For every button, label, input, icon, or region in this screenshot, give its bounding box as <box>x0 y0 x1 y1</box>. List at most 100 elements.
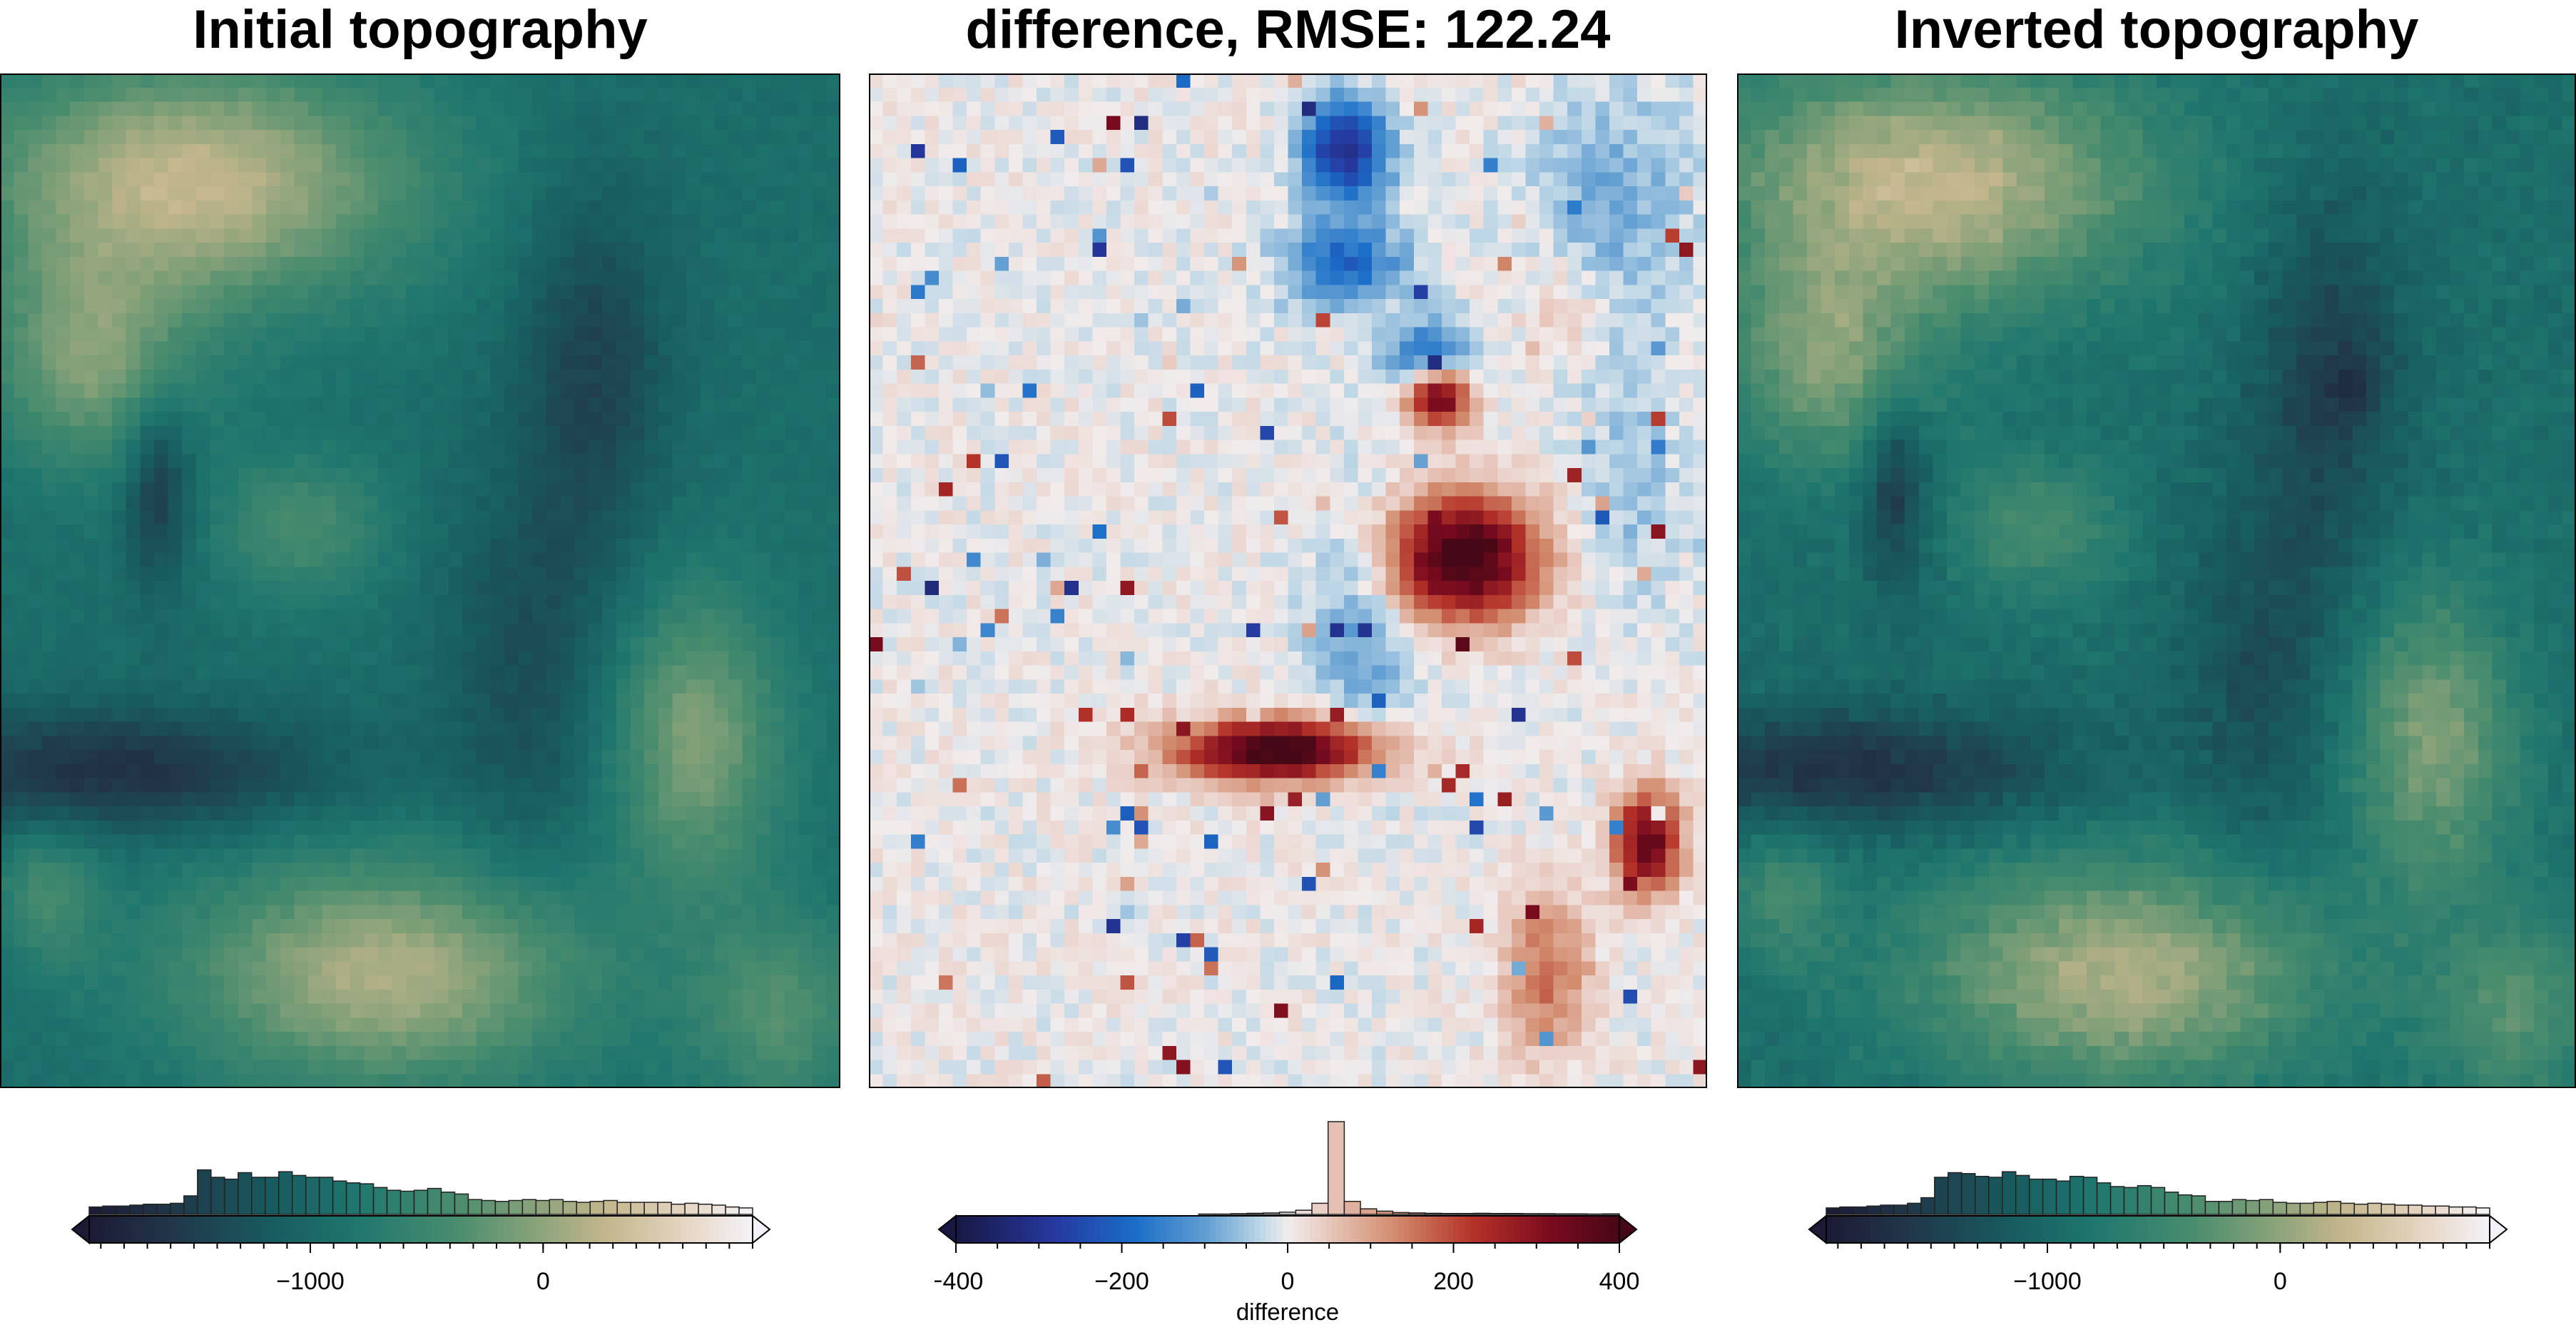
colorbar-difference-gradient-segment <box>1332 1216 1338 1243</box>
difference-heatmap <box>869 73 1707 1088</box>
colorbar-inverted-histogram-bar <box>1866 1205 1881 1215</box>
colorbar-difference-tick-label: 200 <box>1433 1268 1474 1295</box>
colorbar-initial-gradient-segment <box>448 1216 455 1243</box>
colorbar-inverted-gradient-segment <box>1831 1216 1838 1243</box>
colorbar-initial-gradient-segment <box>188 1216 195 1243</box>
colorbar-initial-gradient-segment <box>514 1216 521 1243</box>
colorbar-initial-histogram-bar <box>386 1189 402 1215</box>
colorbar-inverted-gradient-segment <box>2340 1216 2347 1243</box>
colorbar-initial-gradient-segment <box>355 1216 361 1243</box>
colorbar-initial-gradient-segment <box>156 1216 162 1243</box>
colorbar-initial-histogram-bar <box>102 1205 117 1215</box>
colorbar-initial-histogram-bar <box>467 1199 483 1215</box>
colorbar-inverted-histogram-bar <box>2313 1202 2328 1215</box>
colorbar-inverted-svg: −1000 0 <box>1808 1171 2508 1295</box>
colorbar-inverted-gradient-segment <box>2390 1216 2396 1243</box>
colorbar-difference-gradient-segment <box>1337 1216 1344 1243</box>
colorbar-difference-low-triangle <box>937 1214 957 1245</box>
colorbar-inverted-histogram-bar <box>1988 1177 2003 1215</box>
colorbar-difference-gradient-segment <box>1536 1216 1543 1243</box>
colorbar-difference-gradient-segment <box>961 1216 968 1243</box>
colorbar-difference-gradient-segment <box>1049 1216 1057 1243</box>
colorbar-initial-gradient-segment <box>730 1216 737 1243</box>
colorbar-difference-gradient-segment <box>1094 1216 1101 1243</box>
colorbar-initial-histogram-bar <box>251 1177 266 1215</box>
colorbar-difference-gradient-segment <box>1465 1216 1471 1243</box>
colorbar-initial-gradient-segment <box>725 1216 731 1243</box>
colorbar-initial-gradient-segment <box>526 1216 532 1243</box>
colorbar-inverted-histogram-bar <box>2015 1174 2030 1215</box>
colorbar-initial-gradient-segment <box>470 1216 477 1243</box>
colorbar-initial-histogram-bar <box>197 1169 212 1215</box>
colorbar-initial-histogram-bar <box>278 1171 293 1215</box>
colorbar-initial-histogram-bar <box>238 1172 253 1215</box>
colorbar-difference-gradient-segment <box>1348 1216 1355 1243</box>
colorbar-inverted-histogram-bar <box>2367 1202 2382 1215</box>
colorbar-initial-gradient-segment <box>443 1216 449 1243</box>
colorbar-inverted-gradient-segment <box>1959 1216 1965 1243</box>
colorbar-inverted-histogram-bar <box>2286 1202 2301 1215</box>
colorbar-inverted-histogram-bar <box>1853 1206 1868 1215</box>
colorbar-initial-gradient-segment <box>631 1216 637 1243</box>
colorbar-difference-gradient-segment <box>1039 1216 1045 1243</box>
colorbar-inverted-gradient-segment <box>1986 1216 1993 1243</box>
colorbar-difference-gradient-segment <box>1005 1216 1012 1243</box>
colorbar-inverted-gradient-segment <box>2384 1216 2391 1243</box>
colorbar-initial-gradient-segment <box>409 1216 416 1243</box>
colorbar-difference-gradient-segment <box>1564 1216 1570 1243</box>
colorbar-initial-histogram-bar <box>345 1182 361 1215</box>
colorbar-inverted-gradient-segment <box>2362 1216 2369 1243</box>
colorbar-difference-gradient-segment <box>1409 1216 1415 1243</box>
colorbar-initial-gradient-segment <box>708 1216 715 1243</box>
colorbar-difference-gradient-segment <box>1017 1216 1023 1243</box>
colorbar-initial-gradient-segment <box>432 1216 438 1243</box>
colorbar-initial-gradient-segment <box>421 1216 427 1243</box>
colorbar-initial-gradient-segment <box>564 1216 571 1243</box>
colorbar-difference-gradient-segment <box>1099 1216 1106 1243</box>
colorbar-difference-gradient-segment <box>1519 1216 1526 1243</box>
colorbar-initial-gradient-segment <box>554 1216 560 1243</box>
colorbar-inverted-gradient-segment <box>2102 1216 2109 1243</box>
colorbar-initial-histogram-bar <box>305 1177 320 1215</box>
colorbar-difference-gradient-segment <box>1575 1216 1582 1243</box>
colorbar-inverted-gradient-segment <box>1870 1216 1877 1243</box>
colorbar-initial-gradient-segment <box>454 1216 460 1243</box>
colorbar-difference-gradient-segment <box>1044 1216 1051 1243</box>
colorbar-inverted-gradient-segment <box>1875 1216 1883 1243</box>
colorbar-inverted-gradient-segment <box>2335 1216 2341 1243</box>
colorbar-initial-histogram-bar <box>372 1187 388 1215</box>
colorbar-inverted-histogram-bar <box>1826 1207 1841 1215</box>
colorbar-inverted-gradient-segment <box>2020 1216 2026 1243</box>
colorbar-difference-gradient-segment <box>1393 1216 1399 1243</box>
colorbar-inverted-gradient-segment <box>2025 1216 2032 1243</box>
colorbar-difference-gradient-segment <box>1071 1216 1079 1243</box>
colorbar-inverted-gradient-segment <box>1915 1216 1921 1243</box>
colorbar-inverted-gradient-segment <box>2169 1216 2175 1243</box>
colorbar-inverted-gradient-segment <box>2445 1216 2452 1243</box>
colorbar-initial-histogram-bar <box>738 1207 753 1215</box>
colorbar-initial-gradient-segment <box>238 1216 245 1243</box>
colorbar-inverted-gradient-segment <box>2080 1216 2087 1243</box>
colorbar-inverted-frame <box>1826 1215 2490 1244</box>
colorbar-inverted-gradient-segment <box>2279 1216 2286 1243</box>
colorbar-inverted-histogram-bar <box>2448 1206 2463 1215</box>
colorbar-inverted-gradient-segment <box>1981 1216 1987 1243</box>
colorbar-inverted-gradient-segment <box>1920 1216 1927 1243</box>
colorbar-difference-histogram-bar <box>1263 1212 1281 1215</box>
colorbar-initial-gradient-segment <box>498 1216 504 1243</box>
colorbar-difference-gradient-segment <box>1160 1216 1167 1243</box>
colorbar-difference-gradient-segment <box>1204 1216 1211 1243</box>
colorbar-inverted-histogram-bar <box>1893 1204 1908 1215</box>
colorbar-inverted-gradient-segment <box>2318 1216 2325 1243</box>
colorbar-inverted-histogram-bar <box>2001 1171 2017 1215</box>
colorbar-inverted-gradient-segment <box>2114 1216 2120 1243</box>
colorbar-initial-gradient-segment <box>504 1216 510 1243</box>
colorbar-initial-gradient-segment <box>393 1216 399 1243</box>
colorbar-inverted-gradient-segment <box>1970 1216 1976 1243</box>
colorbar-difference-gradient-segment <box>1481 1216 1487 1243</box>
colorbar-inverted-tick-label: −1000 <box>2013 1268 2082 1295</box>
colorbar-difference-gradient-segment <box>1304 1216 1310 1243</box>
colorbar-initial-histogram-bar <box>399 1190 415 1215</box>
colorbar-initial-histogram-bar <box>454 1193 469 1215</box>
colorbar-initial-gradient-segment <box>735 1216 743 1243</box>
